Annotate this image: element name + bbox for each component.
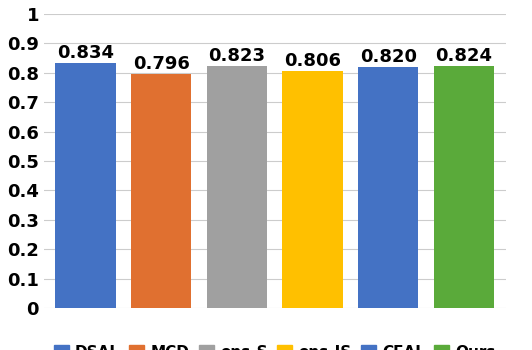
Bar <box>131 74 192 308</box>
Text: 0.796: 0.796 <box>132 55 189 73</box>
Bar <box>55 63 116 308</box>
Text: 0.823: 0.823 <box>209 47 265 65</box>
Bar <box>434 66 494 308</box>
Bar <box>358 67 419 308</box>
Text: 0.834: 0.834 <box>57 44 114 62</box>
Text: 0.820: 0.820 <box>360 48 417 66</box>
Legend: DSAL, MCD, ens-S, ens-JS, CEAL, Ours: DSAL, MCD, ens-S, ens-JS, CEAL, Ours <box>49 341 500 350</box>
Text: 0.824: 0.824 <box>435 47 493 64</box>
Bar <box>206 66 267 308</box>
Text: 0.806: 0.806 <box>284 52 341 70</box>
Bar <box>282 71 343 308</box>
